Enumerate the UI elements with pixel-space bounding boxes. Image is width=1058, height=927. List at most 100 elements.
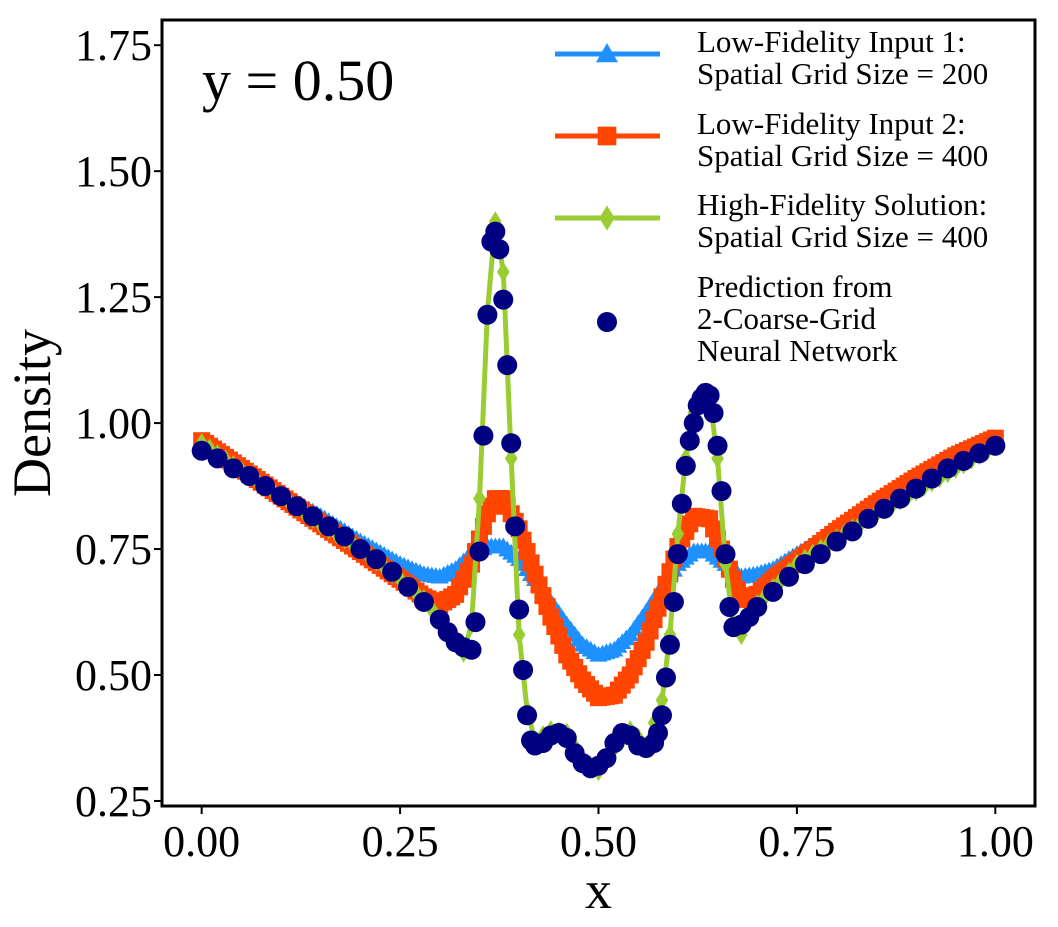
data-point-nn-prediction	[465, 612, 486, 633]
data-point-nn-prediction	[778, 566, 799, 587]
data-point-nn-prediction	[671, 493, 692, 514]
data-point-nn-prediction	[715, 544, 736, 565]
legend-marker	[597, 126, 617, 146]
data-point-nn-prediction	[905, 478, 926, 499]
y-tick-label: 1.25	[75, 273, 152, 322]
legend-label: High-Fidelity Solution:	[697, 187, 987, 222]
data-point-nn-prediction	[302, 506, 323, 527]
x-tick-label: 0.50	[560, 817, 637, 866]
data-point-nn-prediction	[703, 403, 724, 423]
data-point-nn-prediction	[810, 544, 831, 565]
data-point-nn-prediction	[461, 639, 482, 660]
plot-area	[191, 211, 1006, 782]
series-line-low-fidelity-1	[200, 436, 997, 657]
data-point-nn-prediction	[719, 596, 740, 617]
data-point-nn-prediction	[667, 544, 688, 565]
y-tick-label: 0.25	[75, 777, 152, 826]
data-point-nn-prediction	[477, 304, 498, 325]
data-point-nn-prediction	[517, 705, 538, 726]
y-tick-label: 1.00	[75, 399, 152, 448]
data-point-nn-prediction	[191, 440, 212, 461]
data-point-nn-prediction	[874, 498, 895, 519]
data-point-nn-prediction	[207, 448, 228, 469]
y-tick-label: 1.75	[75, 21, 152, 70]
data-point-high-fidelity	[671, 523, 685, 545]
legend-marker	[599, 205, 615, 231]
data-point-nn-prediction	[513, 659, 534, 680]
y-axis-label: Density	[2, 329, 62, 497]
data-point-nn-prediction	[505, 516, 526, 537]
data-point-nn-prediction	[489, 239, 510, 260]
data-point-nn-prediction	[334, 526, 355, 547]
data-point-nn-prediction	[699, 385, 720, 406]
data-point-nn-prediction	[985, 435, 1006, 456]
data-point-nn-prediction	[271, 486, 292, 507]
y-tick-label: 1.50	[75, 147, 152, 196]
data-point-nn-prediction	[683, 413, 704, 434]
data-point-nn-prediction	[659, 634, 680, 655]
legend-label: Neural Network	[697, 333, 898, 368]
data-point-nn-prediction	[663, 591, 684, 612]
x-axis-label: x	[585, 860, 612, 920]
data-point-nn-prediction	[501, 433, 522, 454]
x-tick-label: 0.25	[362, 817, 439, 866]
data-point-nn-prediction	[794, 554, 815, 575]
data-point-nn-prediction	[826, 531, 847, 552]
data-point-nn-prediction	[921, 468, 942, 489]
legend-label: 2-Coarse-Grid	[697, 301, 877, 336]
data-point-high-fidelity	[496, 261, 510, 283]
data-point-nn-prediction	[382, 561, 403, 582]
series-nn-prediction	[191, 221, 1006, 779]
data-point-high-fidelity	[512, 624, 526, 646]
legend-entry-high-fidelity: High-Fidelity Solution:Spatial Grid Size…	[555, 187, 988, 254]
data-point-nn-prediction	[255, 476, 276, 497]
legend-entry-low-fidelity-2: Low-Fidelity Input 2:Spatial Grid Size =…	[555, 106, 988, 173]
data-point-nn-prediction	[842, 521, 863, 542]
data-point-nn-prediction	[318, 516, 339, 537]
data-point-nn-prediction	[473, 425, 494, 446]
legend-label: Spatial Grid Size = 400	[697, 138, 988, 173]
legend-marker	[596, 43, 618, 63]
data-point-nn-prediction	[890, 488, 911, 509]
data-point-nn-prediction	[937, 458, 958, 479]
data-point-nn-prediction	[366, 549, 387, 570]
data-point-nn-prediction	[596, 748, 617, 769]
data-point-nn-prediction	[398, 576, 419, 597]
data-point-nn-prediction	[655, 667, 676, 688]
y-tick-label: 0.75	[75, 525, 152, 574]
legend-entry-low-fidelity-1: Low-Fidelity Input 1:Spatial Grid Size =…	[555, 24, 988, 91]
data-point-nn-prediction	[497, 355, 518, 376]
data-point-nn-prediction	[648, 722, 669, 743]
data-point-nn-prediction	[858, 508, 879, 529]
x-tick-label: 1.00	[957, 817, 1034, 866]
annotation-label: y = 0.50	[202, 48, 394, 113]
data-point-nn-prediction	[763, 581, 784, 602]
data-point-nn-prediction	[286, 496, 307, 517]
data-point-nn-prediction	[675, 455, 696, 476]
data-point-nn-prediction	[493, 289, 514, 310]
data-point-nn-prediction	[509, 599, 530, 620]
series-low-fidelity-2	[193, 429, 1004, 707]
legend-label: Low-Fidelity Input 1:	[697, 24, 966, 59]
data-point-nn-prediction	[350, 539, 371, 560]
legend: Low-Fidelity Input 1:Spatial Grid Size =…	[555, 24, 988, 368]
data-point-high-fidelity	[719, 553, 732, 575]
legend-label: Prediction from	[697, 269, 892, 304]
legend-label: Low-Fidelity Input 2:	[697, 106, 966, 141]
data-point-high-fidelity	[473, 488, 486, 510]
data-point-nn-prediction	[413, 591, 434, 612]
data-point-nn-prediction	[485, 221, 506, 242]
series-low-fidelity-1	[192, 429, 1005, 662]
x-tick-label: 0.75	[758, 817, 835, 866]
data-point-nn-prediction	[969, 443, 990, 464]
data-point-high-fidelity	[504, 447, 518, 469]
legend-marker	[597, 312, 617, 332]
axis-ticks: 0.00 0.25 0.50 0.75 1.000.250.500.751.001.25…	[75, 21, 1034, 866]
data-point-nn-prediction	[707, 435, 728, 456]
legend-label: Spatial Grid Size = 400	[697, 219, 988, 254]
data-point-nn-prediction	[469, 541, 490, 562]
y-tick-label: 0.50	[75, 651, 152, 700]
legend-label: Spatial Grid Size = 200	[697, 56, 988, 91]
data-point-nn-prediction	[711, 481, 732, 502]
